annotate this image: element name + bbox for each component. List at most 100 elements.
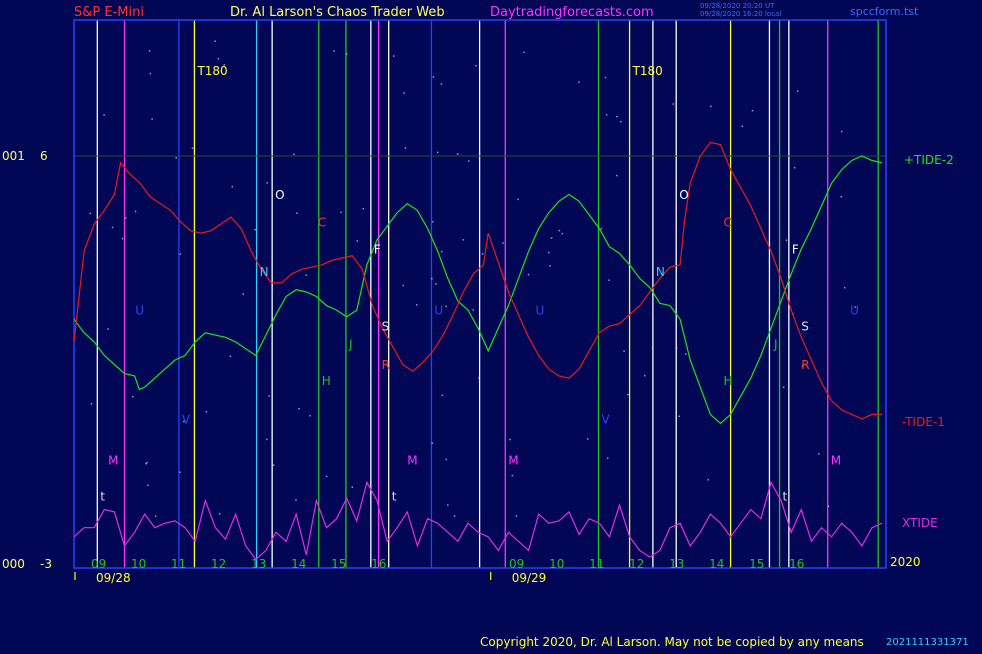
noise-dot [606,457,609,459]
noise-dot [627,393,629,396]
event-label: t [100,490,105,504]
noise-dot [416,304,418,306]
noise-dot [223,64,226,66]
noise-dot [550,237,553,239]
noise-dot [440,83,443,85]
noise-dot [608,279,610,281]
noise-dot [351,486,354,489]
noise-dot [547,251,550,254]
noise-dot [147,484,149,487]
noise-dot [124,217,127,219]
noise-dot [432,76,435,78]
noise-dot [840,130,843,133]
y-axis-prefix: 001 [2,149,25,163]
noise-dot [558,229,561,232]
noise-dot [651,346,654,349]
noise-dot [402,284,404,287]
noise-dot [620,120,622,123]
noise-dot [616,174,618,177]
noise-dot [561,232,564,235]
series-label: -TIDE-1 [902,415,945,429]
noise-dot [751,109,754,112]
noise-dot [782,386,785,388]
noise-dot [843,286,846,289]
hour-tick-label: 14 [291,557,306,571]
noise-dot [179,471,181,474]
noise-dot [403,92,405,94]
event-label: V [601,412,610,426]
event-label: U [850,304,859,318]
noise-dot [217,57,220,60]
event-label: t [392,490,397,504]
noise-dot [362,208,365,210]
noise-dot [587,438,589,440]
file-name: spccform.tst [850,5,919,18]
hour-tick-label: 09 [509,557,524,571]
noise-dot [523,51,525,54]
noise-dot [481,253,484,255]
hour-tick-label: 13 [669,557,684,571]
noise-dot [151,118,153,120]
noise-dot [644,374,646,377]
event-label: S [382,320,390,334]
event-label: H [723,374,732,388]
noise-dot [527,273,530,276]
event-label: M [831,453,841,467]
hour-tick-label: 12 [629,557,644,571]
noise-dot [191,147,194,149]
vertical-lines-layer [96,20,879,568]
plot-frame [73,19,887,569]
axes-layer: +TIDE-2 -TIDE-1 XTIDE 001 6 000 -3 09 10 11 12 13 14… [2,149,954,585]
noise-dot [515,515,518,517]
y-axis-label: -3 [40,557,52,571]
noise-dot [333,50,335,52]
noise-dot [154,515,157,517]
noise-dot [356,240,359,242]
event-label: M [108,453,118,467]
noise-dot [431,277,433,280]
noise-dot [604,76,607,79]
noise-dot [462,239,465,241]
event-label: U [434,304,443,318]
series-label: XTIDE [902,516,938,530]
hour-tick-label: 15 [749,557,764,571]
noise-dot [785,239,788,242]
noise-dot [478,377,480,379]
event-label: M [508,453,518,467]
hour-tick-label: 09 [91,557,106,571]
event-label: N [260,265,269,279]
event-label: F [792,242,799,256]
event-label: H [322,374,331,388]
hour-tick-label: 10 [549,557,564,571]
noise-dot [436,151,439,154]
event-label: R [382,358,390,372]
noise-dot [148,50,151,52]
noise-dot [793,166,796,169]
hour-tick-label: 16 [789,557,804,571]
event-label: T180 [632,64,663,78]
event-label: O [679,188,688,202]
series-line [73,141,883,420]
noise-dot [175,157,177,159]
noise-dot [111,226,114,229]
noise-dot [309,415,311,417]
annotations-layer: T180 T180 O O C C F F N N U U U U S S J J R R H H V V M M M Mt t t [100,64,859,504]
noise-dot [242,293,244,295]
noise-dot [103,114,105,116]
noise-dot [741,125,744,128]
noise-dot [447,504,449,506]
noise-dot [90,403,93,405]
series-layer [73,141,883,561]
noise-dot [623,350,625,353]
hour-tick-label: 13 [251,557,266,571]
noise-dot [254,228,256,231]
noise-dot [214,40,216,42]
noise-dot [578,81,580,83]
noise-dot [404,147,407,149]
hour-tick-label: 10 [131,557,146,571]
series-line [73,155,883,425]
hour-tick-label: 16 [371,557,386,571]
noise-dot [801,365,804,367]
